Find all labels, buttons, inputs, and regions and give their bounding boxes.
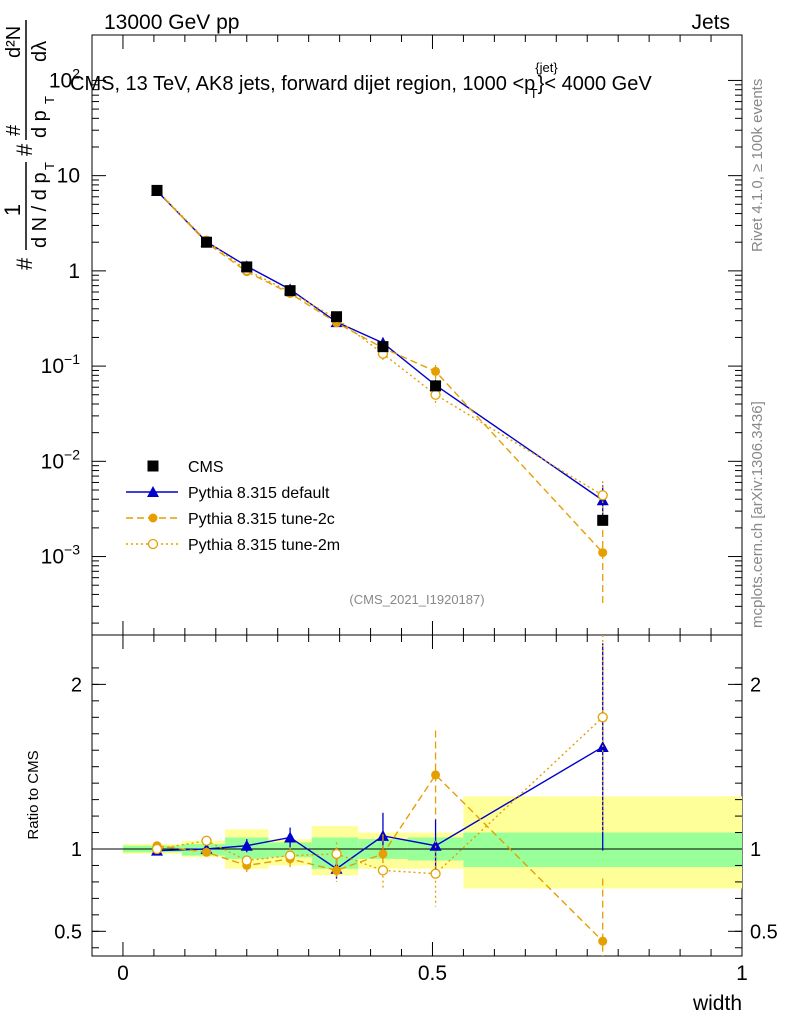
ylabel-one: 1 (0, 204, 25, 216)
main-point (331, 311, 343, 323)
main-point (241, 261, 253, 273)
main-point (377, 341, 389, 353)
main-point (430, 380, 442, 392)
ratio-point (240, 839, 253, 851)
main-ytick-label: 10−1 (41, 351, 81, 378)
ratio-ytick-label-right: 1 (750, 839, 761, 861)
ratio-line-0 (156, 746, 604, 870)
ylabel-t2: T (42, 96, 57, 104)
main-line-3 (156, 189, 604, 496)
legend-marker (148, 513, 158, 523)
side-label-rivet: Rivet 4.1.0, ≥ 100k events (749, 79, 766, 252)
ratio-point (430, 868, 441, 879)
main-point (597, 490, 608, 501)
main-ytick-label: 10−3 (41, 542, 81, 569)
energy-label: 13000 GeV pp (104, 11, 239, 34)
ylabel-hash2: # (12, 143, 37, 156)
ratio-point (241, 855, 252, 866)
ratio-xtick-label: 0.5 (418, 962, 447, 985)
plot-title-sub: T (530, 86, 538, 101)
x-axis-label: width (692, 992, 742, 1015)
ylabel-hash: # (12, 257, 37, 270)
main-point (597, 514, 609, 526)
plot-title-text: CMS, 13 TeV, AK8 jets, forward dijet reg… (70, 73, 535, 95)
ylabel-dp: d p (29, 110, 51, 138)
main-point (598, 548, 608, 558)
ratio-point (202, 847, 212, 857)
ratio-xtick-label: 0 (117, 962, 129, 985)
ratio-point (332, 865, 342, 875)
ratio-ylabel: Ratio to CMS (25, 750, 42, 839)
ylabel-dl: dλ (29, 41, 51, 62)
ratio-point (284, 850, 296, 861)
ratio-line-1 (156, 773, 604, 942)
main-axes: 10−3 10−2 10−1 1 10 102 (41, 35, 743, 635)
ratio-point (598, 936, 608, 946)
main-ytick-label: 10 (57, 165, 80, 188)
ratio-ytick-label-right: 0.5 (750, 921, 778, 943)
ratio-line-2 (156, 716, 604, 875)
ratio-point (431, 770, 441, 780)
ratio-ytick-label: 2 (71, 674, 82, 696)
plot-title-sup: {jet} (535, 60, 558, 75)
main-point (284, 285, 296, 297)
ratio-point (201, 835, 212, 846)
ylabel-hash3: # (3, 124, 25, 136)
main-ylabel: # 1 d N / d p T # # d²N d p T dλ (0, 20, 57, 270)
ratio-axes: 0.5 0.51 12 20 0.5 1 (54, 635, 778, 985)
main-point (151, 184, 163, 196)
ratio-ytick-label-right: 2 (750, 674, 761, 696)
plot-title: CMS, 13 TeV, AK8 jets, forward dijet reg… (70, 60, 652, 101)
ratio-frame (91, 634, 743, 957)
legend: CMS Pythia 8.315 default Pythia 8.315 tune… (126, 459, 340, 554)
legend-label: Pythia 8.315 default (188, 485, 330, 502)
main-ytick-label: 10−2 (41, 446, 81, 473)
main-point (201, 236, 213, 248)
main-ytick-label: 102 (49, 65, 80, 92)
ratio-band-inner (268, 842, 312, 858)
ratio-point (377, 865, 389, 876)
side-label-mcplots: mcplots.cern.ch [arXiv:1306.3436] (749, 401, 766, 628)
main-data (151, 184, 609, 607)
ratio-point (151, 843, 163, 855)
legend-label: Pythia 8.315 tune-2m (188, 537, 340, 554)
ratio-ytick-label: 0.5 (54, 921, 82, 943)
category-label: Jets (691, 11, 730, 34)
main-line-2 (156, 189, 604, 554)
ratio-data (151, 635, 609, 956)
legend-label: CMS (188, 459, 224, 476)
ratio-xtick-label: 1 (736, 962, 748, 985)
ratio-point (284, 831, 297, 843)
ratio-point (429, 839, 442, 851)
legend-marker (147, 538, 159, 550)
analysis-id: (CMS_2021_I1920187) (349, 592, 484, 607)
ratio-ytick-label: 1 (71, 839, 82, 861)
legend-marker (147, 460, 159, 472)
ylabel-t: T (42, 162, 57, 170)
main-point (430, 389, 441, 400)
ratio-point (597, 712, 608, 723)
plot-title-tail: }< 4000 GeV (538, 73, 653, 95)
ylabel-dn: d N / d p (29, 172, 51, 248)
ratio-point (331, 848, 342, 860)
main-point (431, 366, 441, 376)
ylabel-d2n: d²N (3, 26, 25, 58)
ratio-point (378, 849, 388, 859)
main-ytick-label: 1 (68, 260, 80, 283)
legend-marker (147, 486, 159, 497)
legend-label: Pythia 8.315 tune-2c (188, 511, 335, 528)
